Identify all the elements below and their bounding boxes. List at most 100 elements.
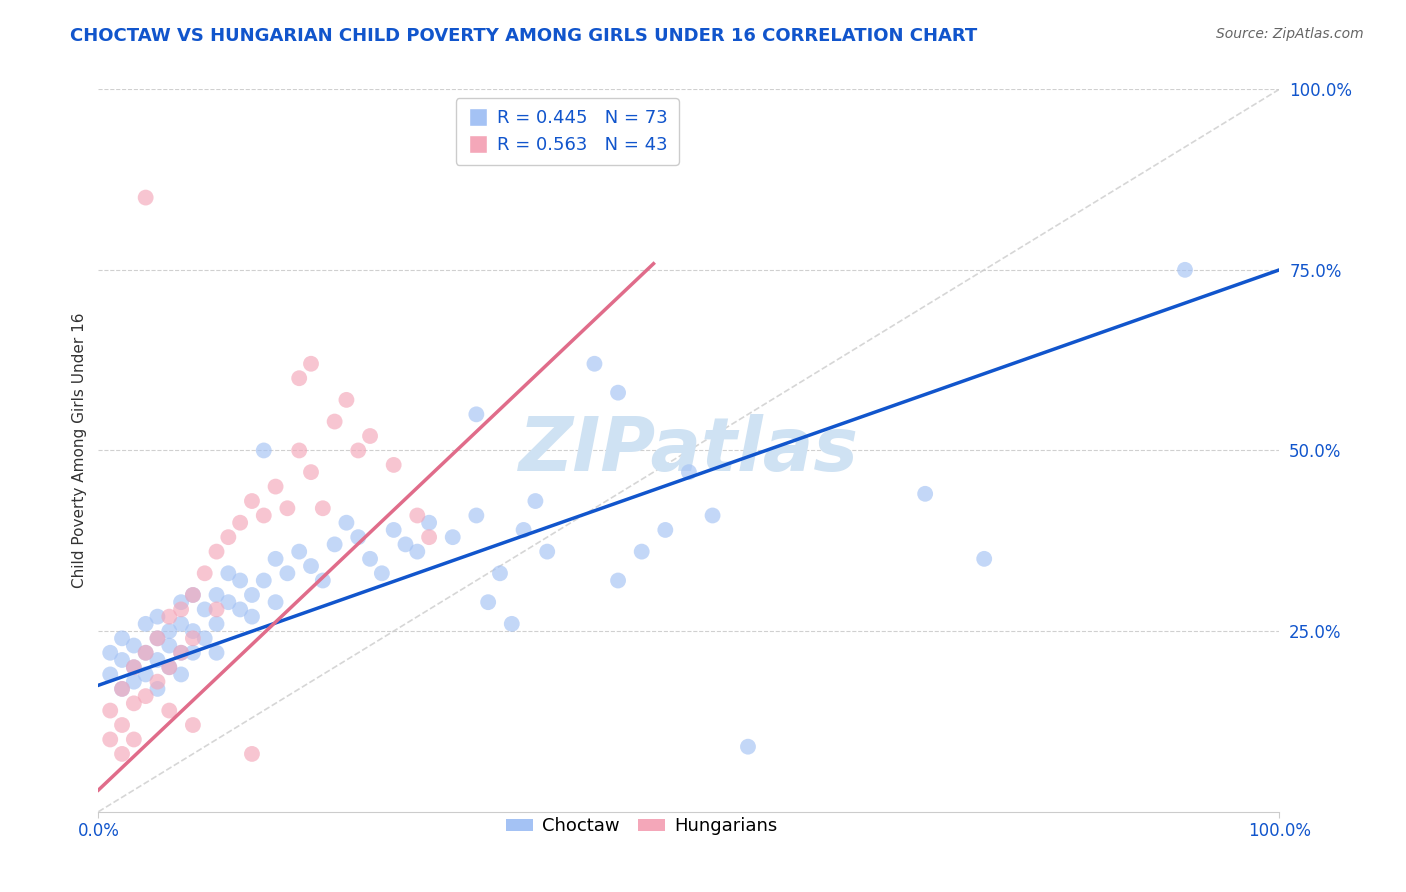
- Text: ZIPatlas: ZIPatlas: [519, 414, 859, 487]
- Point: [607, 385, 630, 400]
- Point: [406, 508, 429, 523]
- Point: [323, 415, 346, 429]
- Legend: Choctaw, Hungarians: Choctaw, Hungarians: [499, 810, 785, 842]
- Point: [170, 646, 193, 660]
- Point: [229, 516, 252, 530]
- Point: [418, 530, 440, 544]
- Point: [323, 537, 346, 551]
- Point: [157, 704, 180, 718]
- Point: [512, 523, 534, 537]
- Point: [702, 508, 724, 523]
- Point: [122, 660, 145, 674]
- Point: [217, 530, 239, 544]
- Point: [146, 609, 169, 624]
- Point: [276, 501, 298, 516]
- Point: [299, 559, 322, 574]
- Point: [973, 551, 995, 566]
- Point: [205, 602, 228, 616]
- Point: [170, 595, 193, 609]
- Point: [146, 681, 169, 696]
- Point: [157, 624, 180, 639]
- Point: [98, 646, 121, 660]
- Point: [135, 689, 157, 703]
- Point: [205, 616, 228, 631]
- Point: [240, 588, 263, 602]
- Point: [194, 602, 217, 616]
- Point: [194, 566, 217, 581]
- Point: [229, 574, 252, 588]
- Point: [477, 595, 499, 609]
- Point: [630, 544, 652, 558]
- Point: [240, 609, 263, 624]
- Point: [229, 602, 252, 616]
- Point: [122, 696, 145, 710]
- Point: [98, 732, 121, 747]
- Point: [111, 632, 134, 646]
- Point: [205, 646, 228, 660]
- Point: [170, 602, 193, 616]
- Point: [335, 516, 357, 530]
- Point: [217, 595, 239, 609]
- Point: [194, 632, 217, 646]
- Y-axis label: Child Poverty Among Girls Under 16: Child Poverty Among Girls Under 16: [72, 313, 87, 588]
- Point: [111, 718, 134, 732]
- Point: [253, 574, 276, 588]
- Point: [441, 530, 464, 544]
- Point: [157, 609, 180, 624]
- Point: [135, 616, 157, 631]
- Point: [122, 732, 145, 747]
- Point: [406, 544, 429, 558]
- Point: [382, 458, 405, 472]
- Point: [111, 747, 134, 761]
- Point: [217, 566, 239, 581]
- Point: [111, 653, 134, 667]
- Point: [914, 487, 936, 501]
- Point: [122, 639, 145, 653]
- Point: [181, 588, 204, 602]
- Point: [111, 681, 134, 696]
- Point: [157, 639, 180, 653]
- Point: [264, 595, 287, 609]
- Point: [181, 646, 204, 660]
- Point: [181, 588, 204, 602]
- Point: [181, 632, 204, 646]
- Point: [264, 551, 287, 566]
- Point: [607, 574, 630, 588]
- Point: [418, 516, 440, 530]
- Point: [240, 747, 263, 761]
- Point: [536, 544, 558, 558]
- Point: [359, 429, 381, 443]
- Text: Source: ZipAtlas.com: Source: ZipAtlas.com: [1216, 27, 1364, 41]
- Point: [205, 588, 228, 602]
- Point: [98, 704, 121, 718]
- Point: [524, 494, 547, 508]
- Point: [181, 718, 204, 732]
- Point: [1174, 262, 1197, 277]
- Point: [135, 667, 157, 681]
- Point: [205, 544, 228, 558]
- Point: [253, 508, 276, 523]
- Point: [264, 480, 287, 494]
- Point: [288, 544, 311, 558]
- Point: [170, 646, 193, 660]
- Point: [299, 465, 322, 479]
- Point: [240, 494, 263, 508]
- Point: [371, 566, 394, 581]
- Point: [135, 646, 157, 660]
- Point: [312, 574, 335, 588]
- Point: [146, 674, 169, 689]
- Point: [359, 551, 381, 566]
- Point: [737, 739, 759, 754]
- Point: [122, 674, 145, 689]
- Point: [678, 465, 700, 479]
- Point: [465, 508, 488, 523]
- Point: [98, 667, 121, 681]
- Point: [135, 646, 157, 660]
- Point: [288, 443, 311, 458]
- Point: [382, 523, 405, 537]
- Point: [489, 566, 512, 581]
- Point: [146, 653, 169, 667]
- Point: [146, 632, 169, 646]
- Point: [335, 392, 357, 407]
- Point: [157, 660, 180, 674]
